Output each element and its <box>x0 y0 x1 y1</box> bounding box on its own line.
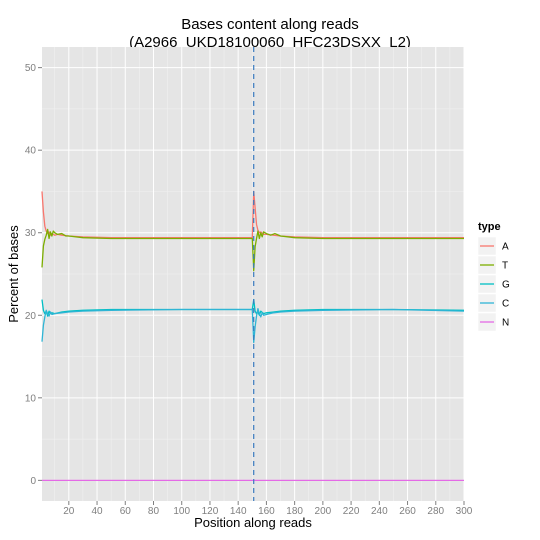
series-line-C <box>41 308 465 344</box>
chart-subtitle: (A2966_UKD18100060_HFC23DSXX_L2) <box>129 34 411 51</box>
x-tick-label: 80 <box>148 506 160 517</box>
x-tick-label: 220 <box>343 506 360 517</box>
y-tick-label: 20 <box>25 311 37 322</box>
y-tick-label: 40 <box>25 146 37 157</box>
x-axis-title: Position along reads <box>194 515 312 530</box>
series-line-T <box>41 228 464 272</box>
y-axis-title: Percent of bases <box>6 225 21 323</box>
x-tick-label: 280 <box>427 506 444 517</box>
chart-title: Bases content along reads <box>181 16 359 33</box>
legend-label-N: N <box>502 318 509 329</box>
x-tick-label: 140 <box>230 506 247 517</box>
y-tick-label: 0 <box>30 476 36 487</box>
x-tick-label: 100 <box>173 506 190 517</box>
x-tick-label: 40 <box>91 506 103 517</box>
legend-title: type <box>478 221 501 233</box>
x-tick-label: 160 <box>258 506 275 517</box>
x-tick-label: 260 <box>399 506 416 517</box>
legend-label-G: G <box>502 280 510 291</box>
x-tick-label: 300 <box>456 506 473 517</box>
y-tick-label: 30 <box>25 228 37 239</box>
x-tick-label: 180 <box>286 506 303 517</box>
x-tick-label: 60 <box>120 506 132 517</box>
x-tick-label: 200 <box>315 506 332 517</box>
legend-label-C: C <box>502 299 509 310</box>
x-tick-label: 240 <box>371 506 388 517</box>
x-tick-label: 20 <box>63 506 75 517</box>
x-tick-label: 120 <box>202 506 219 517</box>
legend-label-T: T <box>502 261 508 272</box>
y-tick-label: 50 <box>25 63 37 74</box>
y-tick-label: 10 <box>25 393 37 404</box>
legend-label-A: A <box>502 242 509 253</box>
series-line-A <box>41 190 464 239</box>
